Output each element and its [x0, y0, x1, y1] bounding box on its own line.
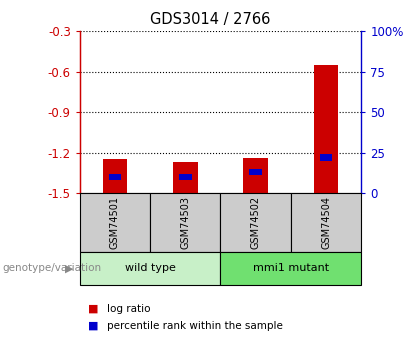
Text: ▶: ▶	[65, 263, 73, 273]
Bar	[102, 159, 127, 193]
Text: ■: ■	[88, 304, 99, 314]
Text: genotype/variation: genotype/variation	[2, 263, 101, 273]
Bar	[320, 154, 332, 161]
Text: percentile rank within the sample: percentile rank within the sample	[107, 321, 283, 331]
Bar	[179, 174, 192, 180]
Text: GDS3014 / 2766: GDS3014 / 2766	[150, 12, 270, 27]
Text: GSM74501: GSM74501	[110, 196, 120, 249]
Text: log ratio: log ratio	[107, 304, 151, 314]
Text: wild type: wild type	[125, 263, 176, 273]
Bar	[109, 174, 121, 180]
Text: GSM74503: GSM74503	[180, 196, 190, 249]
Bar	[173, 162, 198, 193]
Text: ■: ■	[88, 321, 99, 331]
Text: GSM74502: GSM74502	[251, 196, 261, 249]
Bar	[314, 65, 339, 193]
Text: GSM74504: GSM74504	[321, 196, 331, 249]
Text: mmi1 mutant: mmi1 mutant	[253, 263, 329, 273]
Bar	[243, 158, 268, 193]
Bar	[249, 169, 262, 175]
